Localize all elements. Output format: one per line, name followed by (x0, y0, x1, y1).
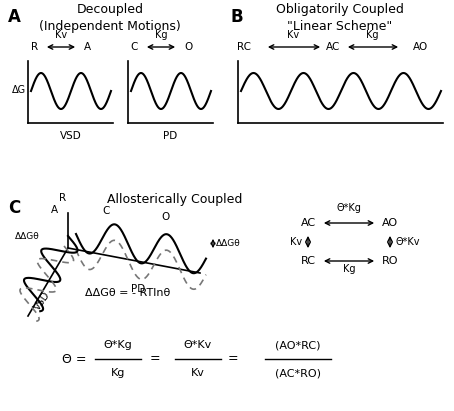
Text: Allosterically Coupled: Allosterically Coupled (107, 193, 243, 206)
Text: Kv: Kv (290, 237, 302, 247)
Text: RC: RC (237, 42, 251, 52)
Text: O: O (162, 212, 170, 222)
Text: Kg: Kg (111, 368, 125, 378)
Text: Θ*Kg: Θ*Kg (336, 203, 361, 213)
Text: Kv: Kv (55, 30, 67, 40)
Text: AO: AO (382, 218, 398, 228)
Text: Θ*Kg: Θ*Kg (104, 340, 133, 350)
Text: PD: PD (131, 284, 145, 294)
Text: C: C (8, 199, 20, 217)
Text: (AO*RC): (AO*RC) (275, 340, 321, 350)
Text: A: A (8, 8, 21, 26)
Text: C: C (131, 42, 138, 52)
Text: O: O (184, 42, 192, 52)
Text: =: = (228, 353, 238, 365)
Text: PD: PD (163, 131, 178, 141)
Text: Kg: Kg (155, 30, 167, 40)
Text: B: B (230, 8, 242, 26)
Text: ΔΔGθ = - RTlnθ: ΔΔGθ = - RTlnθ (85, 288, 171, 298)
Text: Θ =: Θ = (62, 353, 87, 365)
Text: Θ*Kv: Θ*Kv (184, 340, 212, 350)
Text: Kv: Kv (191, 368, 205, 378)
Text: VSD: VSD (59, 131, 81, 141)
Text: RC: RC (301, 256, 316, 266)
Text: AC: AC (301, 218, 316, 228)
Text: AO: AO (413, 42, 428, 52)
Text: ΔG: ΔG (12, 85, 26, 95)
Text: Obligatorily Coupled
"Linear Scheme": Obligatorily Coupled "Linear Scheme" (276, 3, 404, 33)
Text: C: C (102, 206, 110, 216)
Text: =: = (150, 353, 160, 365)
Text: VSD: VSD (32, 290, 52, 312)
Text: AC: AC (326, 42, 340, 52)
Text: ΔΔGθ: ΔΔGθ (15, 231, 40, 240)
Text: A: A (50, 205, 58, 215)
Text: R: R (31, 42, 38, 52)
Text: Kg: Kg (366, 30, 378, 40)
Text: A: A (84, 42, 91, 52)
Text: Kg: Kg (343, 264, 355, 274)
Text: R: R (59, 193, 67, 203)
Text: Decoupled
(Independent Motions): Decoupled (Independent Motions) (39, 3, 181, 33)
Text: RO: RO (382, 256, 398, 266)
Text: Kv: Kv (287, 30, 299, 40)
Text: ΔΔGθ: ΔΔGθ (216, 239, 241, 248)
Text: (AC*RO): (AC*RO) (275, 368, 321, 378)
Text: Θ*Kv: Θ*Kv (396, 237, 420, 247)
